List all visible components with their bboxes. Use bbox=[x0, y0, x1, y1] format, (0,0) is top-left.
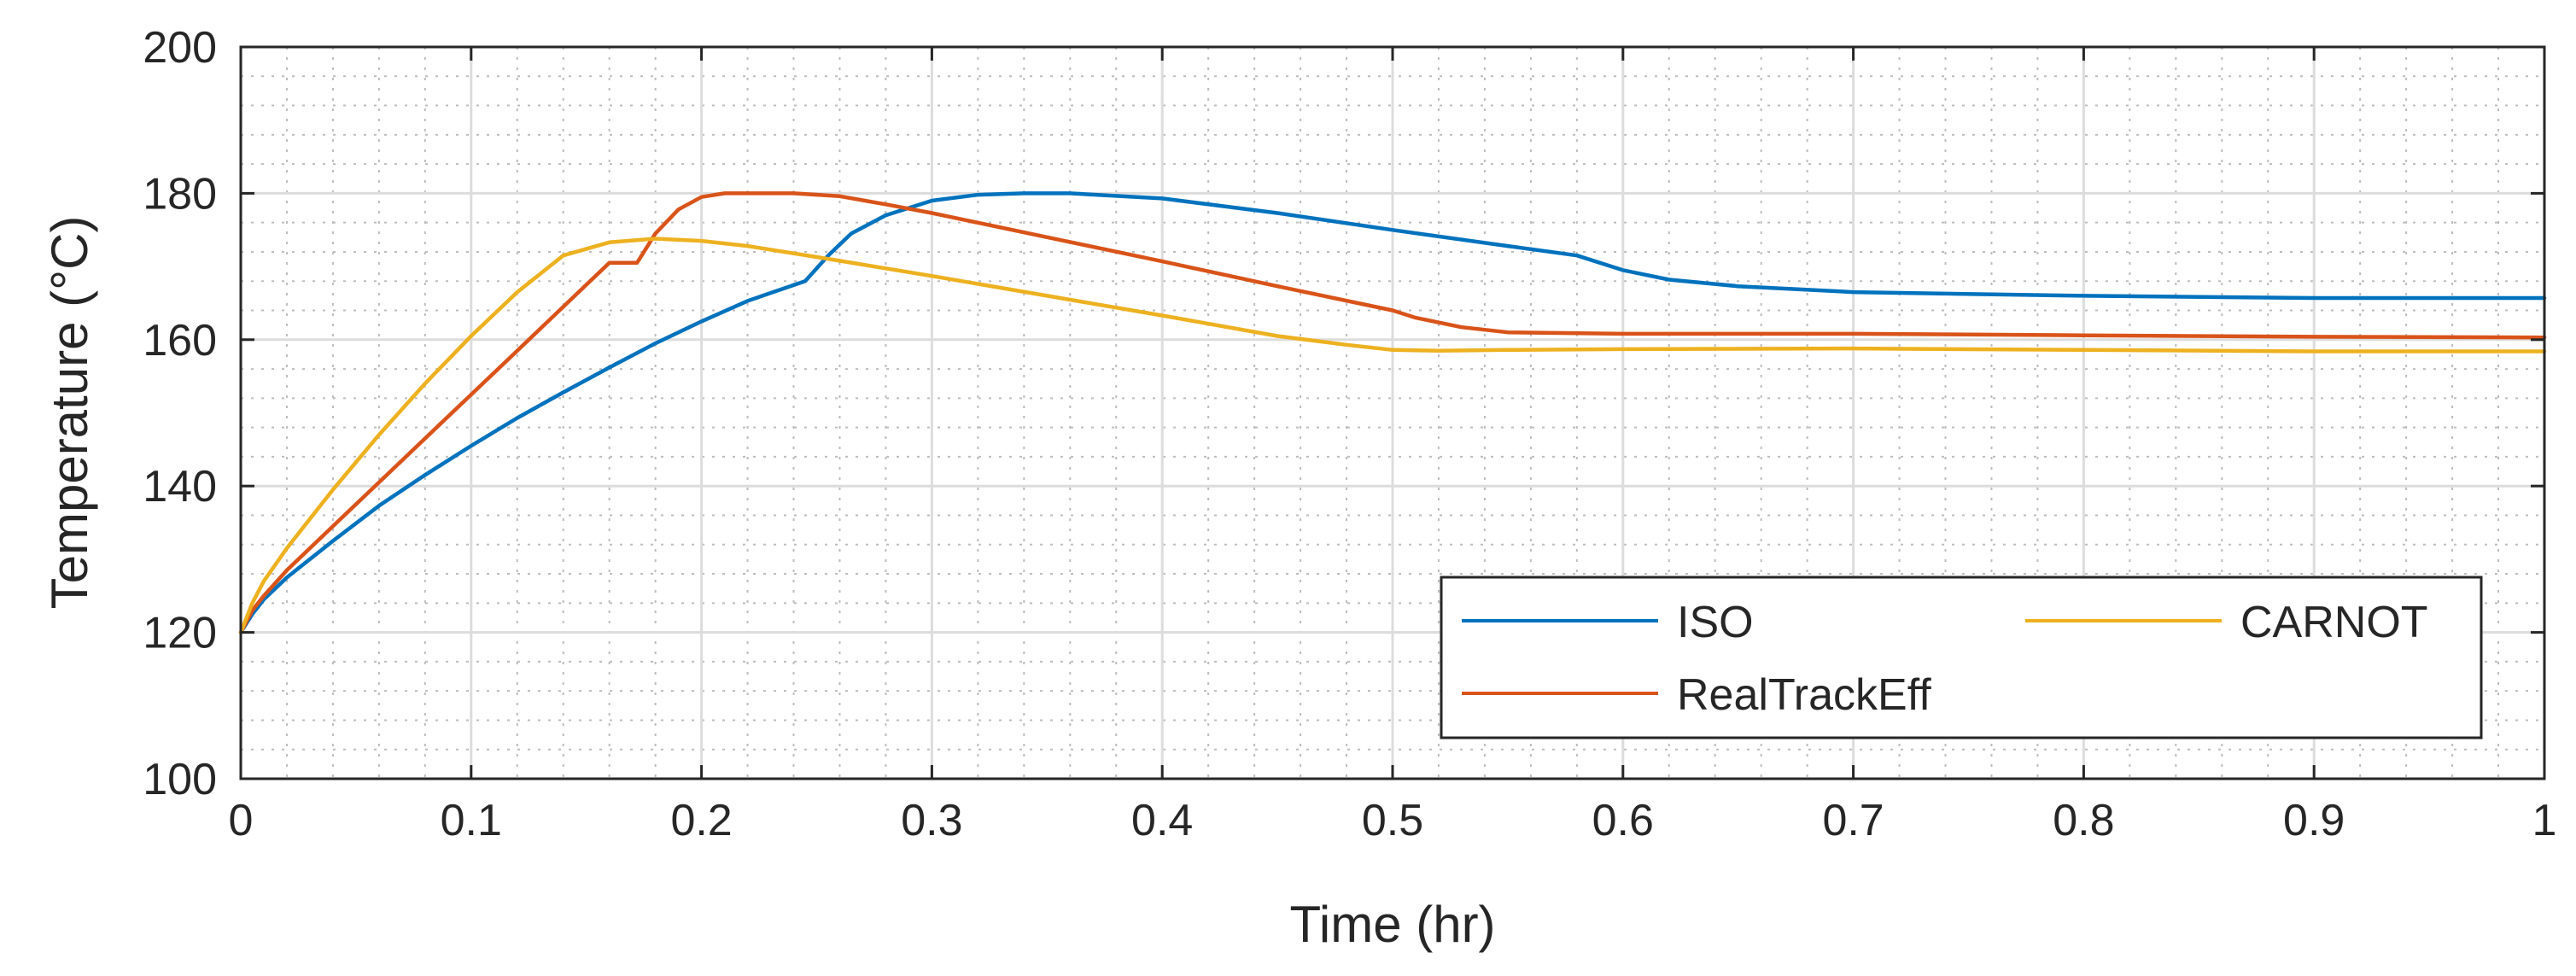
legend: ISO CARNOT RealTrackEff bbox=[1440, 576, 2483, 739]
x-tick-label: 0.2 bbox=[670, 796, 732, 845]
y-tick-label: 100 bbox=[143, 755, 217, 804]
series-line-iso bbox=[238, 191, 2547, 634]
x-tick-label: 0.3 bbox=[901, 796, 962, 845]
series-line-realtrackeff bbox=[238, 191, 2547, 634]
x-tick-label: 0.7 bbox=[1822, 796, 1884, 845]
y-tick-label: 200 bbox=[143, 23, 217, 73]
x-tick-label: 0.6 bbox=[1592, 796, 1654, 845]
x-axis-title: Time (hr) bbox=[1289, 896, 1495, 953]
series-line-carnot bbox=[238, 237, 2547, 634]
axis-ticks bbox=[239, 45, 2546, 780]
x-tick-label: 0.8 bbox=[2053, 796, 2114, 845]
y-axis-title: Temperature (°C) bbox=[41, 216, 98, 610]
legend-label-carnot: CARNOT bbox=[2240, 598, 2428, 647]
y-tick-label: 160 bbox=[143, 316, 217, 365]
x-tick-label: 0.4 bbox=[1131, 796, 1193, 845]
legend-label-realtrackeff: RealTrackEff bbox=[1677, 670, 1931, 720]
x-tick-label: 0.5 bbox=[1362, 796, 1423, 845]
legend-box bbox=[1440, 576, 2483, 739]
y-tick-labels: 100 120 140 160 180 200 bbox=[143, 23, 217, 804]
x-tick-label: 0 bbox=[229, 796, 254, 845]
x-tick-label: 1 bbox=[2532, 796, 2557, 845]
x-tick-labels: 0 0.1 0.2 0.3 0.4 0.5 0.6 0.7 0.8 0.9 1 bbox=[229, 796, 2557, 845]
x-tick-label: 0.1 bbox=[441, 796, 502, 845]
y-tick-label: 180 bbox=[143, 169, 217, 219]
x-tick-label: 0.9 bbox=[2283, 796, 2345, 845]
y-tick-label: 120 bbox=[143, 609, 217, 658]
y-tick-label: 140 bbox=[143, 462, 217, 511]
series-lines bbox=[238, 191, 2547, 634]
legend-label-iso: ISO bbox=[1677, 598, 1754, 647]
